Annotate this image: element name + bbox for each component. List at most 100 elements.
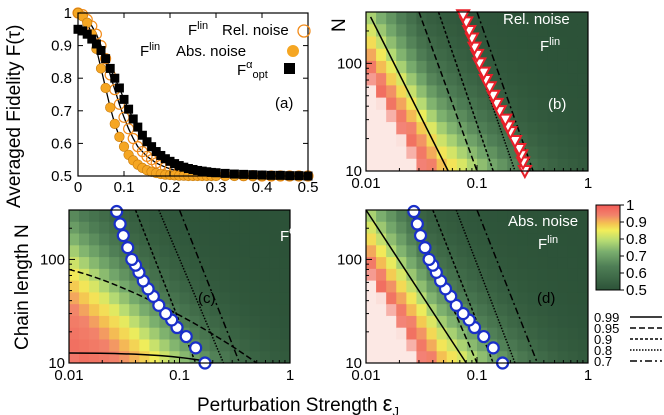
heatmap-cell bbox=[507, 146, 518, 160]
heatmap-cell bbox=[406, 12, 417, 25]
heatmap-cell bbox=[456, 257, 468, 270]
heatmap-cell bbox=[69, 257, 80, 270]
heatmap-cell bbox=[416, 268, 428, 282]
heatmap-cell bbox=[249, 280, 261, 293]
heatmap-cell bbox=[366, 257, 377, 270]
heatmap-cell bbox=[376, 351, 387, 364]
triangle-marker bbox=[476, 66, 492, 81]
heatmap-cell bbox=[416, 280, 428, 293]
heatmap-cell bbox=[416, 292, 428, 305]
heatmap-cell bbox=[169, 327, 180, 340]
heatmap-cell bbox=[477, 245, 488, 258]
heatmap-cell bbox=[446, 146, 458, 160]
heatmap-cell bbox=[416, 73, 428, 86]
heatmap-cell bbox=[527, 48, 539, 62]
heatmap-cell bbox=[517, 73, 528, 86]
heatmap-cell bbox=[416, 351, 428, 364]
heatmap-cell bbox=[547, 85, 559, 99]
heatmap-cell bbox=[577, 315, 589, 329]
opt-point bbox=[275, 170, 285, 180]
heatmap-cell bbox=[376, 315, 387, 329]
heatmap-cell bbox=[199, 304, 211, 317]
heatmap-cell bbox=[517, 60, 528, 74]
heatmap-cell bbox=[129, 233, 140, 246]
contour-0.7 bbox=[178, 209, 241, 364]
heatmap-cell bbox=[547, 109, 559, 123]
heatmap-cell bbox=[169, 233, 180, 246]
heatmap-cell bbox=[557, 304, 569, 317]
heatmap-cell bbox=[436, 134, 448, 148]
heatmap-cell bbox=[189, 292, 201, 305]
heatmap-cell bbox=[89, 233, 100, 246]
heatmap-cell bbox=[129, 339, 140, 352]
heatmap-cell bbox=[527, 315, 539, 329]
heatmap-cell bbox=[577, 304, 589, 317]
opt-point bbox=[124, 104, 134, 114]
heatmap-cell bbox=[159, 339, 170, 352]
heatmap-cell bbox=[239, 327, 251, 340]
heatmap-cell bbox=[497, 12, 508, 25]
heatmap-cell bbox=[386, 245, 397, 258]
heatmap-cell bbox=[386, 36, 397, 50]
heatmap-cell bbox=[139, 327, 150, 340]
heatmap-cell bbox=[426, 292, 438, 305]
heatmap-cell bbox=[557, 245, 569, 258]
heatmap-cell bbox=[517, 12, 528, 25]
heatmap-cell bbox=[149, 268, 160, 282]
panel-a: 0 0.1 0.2 0.3 0.4 0.5 0.5 0.6 0.7 0.8 0.9 1 bbox=[51, 5, 318, 196]
heatmap-cell bbox=[537, 210, 549, 223]
heatmap-cell bbox=[396, 221, 407, 235]
heatmap-cell bbox=[189, 233, 201, 246]
panel-b: 0.01 0.1 1 10 100 bbox=[337, 9, 592, 192]
heatmap-cell bbox=[466, 257, 478, 270]
heatmap-cell bbox=[209, 257, 221, 270]
heatmap-cell bbox=[386, 210, 397, 223]
heatmap-cell bbox=[269, 351, 281, 364]
heatmap-cell bbox=[487, 221, 498, 235]
heatmap-cell bbox=[269, 245, 281, 258]
heatmap-cell bbox=[366, 97, 377, 111]
heatmap-cell bbox=[219, 351, 231, 364]
heatmap-cell bbox=[497, 122, 508, 135]
heatmap-cell bbox=[567, 315, 579, 329]
heatmap-cell bbox=[259, 233, 271, 246]
x-tick-label: 0.01 bbox=[351, 175, 380, 192]
heatmap-cell bbox=[376, 304, 387, 317]
circle-marker bbox=[456, 306, 470, 321]
heatmap-cell bbox=[577, 97, 589, 111]
heatmap-cell bbox=[527, 339, 539, 352]
heatmap-cell bbox=[547, 292, 559, 305]
heatmap-cell bbox=[527, 146, 539, 160]
heatmap-cell bbox=[487, 122, 498, 135]
heatmap-cell bbox=[89, 339, 100, 352]
contour-legend-label: 0.99 bbox=[594, 310, 619, 325]
heatmap-cell bbox=[567, 327, 579, 340]
heatmap-cell bbox=[567, 97, 579, 111]
heatmap-cell bbox=[547, 221, 559, 235]
heatmap-cell bbox=[179, 221, 191, 235]
heatmap-cell bbox=[436, 60, 448, 74]
heatmap-cell bbox=[139, 210, 150, 223]
abs-noise-point bbox=[109, 118, 120, 129]
heatmap-cell bbox=[537, 292, 549, 305]
heatmap-cell bbox=[537, 221, 549, 235]
abs-noise-point bbox=[114, 131, 125, 142]
heatmap-cell bbox=[557, 85, 569, 99]
heatmap-cell bbox=[466, 351, 478, 364]
heatmap-cell bbox=[557, 48, 569, 62]
heatmap-cell bbox=[279, 315, 291, 329]
heatmap-cell bbox=[477, 210, 488, 223]
panel-a-ylabel: Averaged Fidelity F(τ) bbox=[4, 25, 25, 209]
heatmap-cell bbox=[436, 122, 448, 135]
heatmap-cell bbox=[567, 48, 579, 62]
contour-0.99 bbox=[369, 16, 449, 172]
heatmap-cell bbox=[497, 292, 508, 305]
legend-opt-marker bbox=[284, 63, 295, 74]
panel-b-annotation: Rel. noise bbox=[503, 11, 570, 28]
heatmap-cell bbox=[119, 351, 130, 364]
heatmap-cell bbox=[446, 97, 458, 111]
heatmap-cell bbox=[386, 109, 397, 123]
heatmap-cell bbox=[436, 257, 448, 270]
heatmap-cell bbox=[406, 24, 417, 37]
heatmap-cell bbox=[446, 268, 458, 282]
